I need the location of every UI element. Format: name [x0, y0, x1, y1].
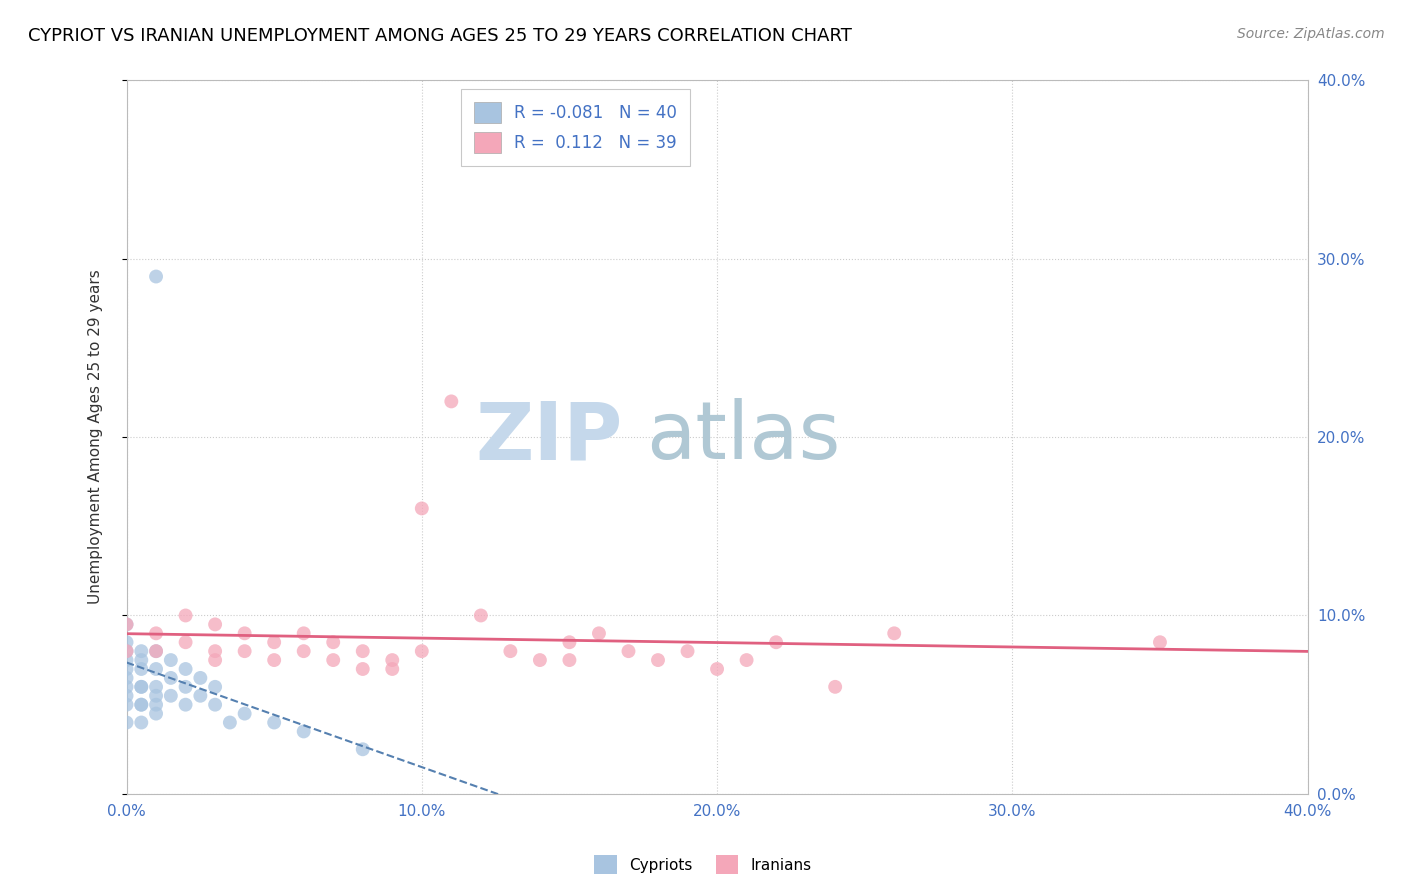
Point: [263, 715, 285, 730]
Point: [706, 662, 728, 676]
Point: [115, 617, 138, 632]
Point: [883, 626, 905, 640]
Point: [263, 653, 285, 667]
Point: [765, 635, 787, 649]
Point: [145, 698, 167, 712]
Y-axis label: Unemployment Among Ages 25 to 29 years: Unemployment Among Ages 25 to 29 years: [89, 269, 103, 605]
Point: [233, 626, 256, 640]
Point: [824, 680, 846, 694]
Point: [381, 662, 404, 676]
Point: [204, 653, 226, 667]
Point: [204, 680, 226, 694]
Point: [647, 653, 669, 667]
Text: CYPRIOT VS IRANIAN UNEMPLOYMENT AMONG AGES 25 TO 29 YEARS CORRELATION CHART: CYPRIOT VS IRANIAN UNEMPLOYMENT AMONG AG…: [28, 27, 852, 45]
Point: [292, 644, 315, 658]
Point: [204, 698, 226, 712]
Point: [263, 635, 285, 649]
Point: [129, 698, 153, 712]
Point: [588, 626, 610, 640]
Point: [115, 698, 138, 712]
Point: [115, 662, 138, 676]
Point: [145, 269, 167, 284]
Point: [174, 635, 197, 649]
Point: [115, 644, 138, 658]
Point: [115, 680, 138, 694]
Point: [115, 653, 138, 667]
Point: [411, 644, 433, 658]
Text: ZIP: ZIP: [475, 398, 623, 476]
Legend: Cypriots, Iranians: Cypriots, Iranians: [588, 849, 818, 880]
Point: [676, 644, 699, 658]
Point: [159, 689, 183, 703]
Point: [129, 653, 153, 667]
Point: [558, 635, 581, 649]
Point: [617, 644, 640, 658]
Point: [145, 626, 167, 640]
Point: [735, 653, 758, 667]
Text: atlas: atlas: [647, 398, 841, 476]
Point: [204, 617, 226, 632]
Point: [174, 680, 197, 694]
Point: [381, 653, 404, 667]
Point: [188, 671, 211, 685]
Point: [129, 715, 153, 730]
Point: [292, 724, 315, 739]
Point: [129, 644, 153, 658]
Point: [145, 644, 167, 658]
Point: [1149, 635, 1171, 649]
Point: [174, 698, 197, 712]
Point: [129, 662, 153, 676]
Point: [115, 671, 138, 685]
Point: [470, 608, 492, 623]
Point: [499, 644, 522, 658]
Legend: R = -0.081   N = 40, R =  0.112   N = 39: R = -0.081 N = 40, R = 0.112 N = 39: [461, 88, 690, 167]
Point: [115, 617, 138, 632]
Point: [204, 644, 226, 658]
Point: [292, 626, 315, 640]
Point: [352, 644, 374, 658]
Point: [115, 689, 138, 703]
Point: [145, 644, 167, 658]
Point: [411, 501, 433, 516]
Point: [159, 653, 183, 667]
Point: [174, 608, 197, 623]
Point: [145, 706, 167, 721]
Point: [159, 671, 183, 685]
Point: [129, 680, 153, 694]
Point: [558, 653, 581, 667]
Point: [129, 698, 153, 712]
Point: [115, 644, 138, 658]
Point: [174, 662, 197, 676]
Point: [219, 715, 242, 730]
Point: [115, 715, 138, 730]
Point: [529, 653, 551, 667]
Point: [352, 742, 374, 756]
Point: [129, 680, 153, 694]
Point: [145, 680, 167, 694]
Point: [145, 662, 167, 676]
Point: [233, 706, 256, 721]
Point: [352, 662, 374, 676]
Point: [440, 394, 463, 409]
Point: [322, 635, 344, 649]
Point: [115, 635, 138, 649]
Point: [188, 689, 211, 703]
Point: [322, 653, 344, 667]
Point: [233, 644, 256, 658]
Text: Source: ZipAtlas.com: Source: ZipAtlas.com: [1237, 27, 1385, 41]
Point: [145, 689, 167, 703]
